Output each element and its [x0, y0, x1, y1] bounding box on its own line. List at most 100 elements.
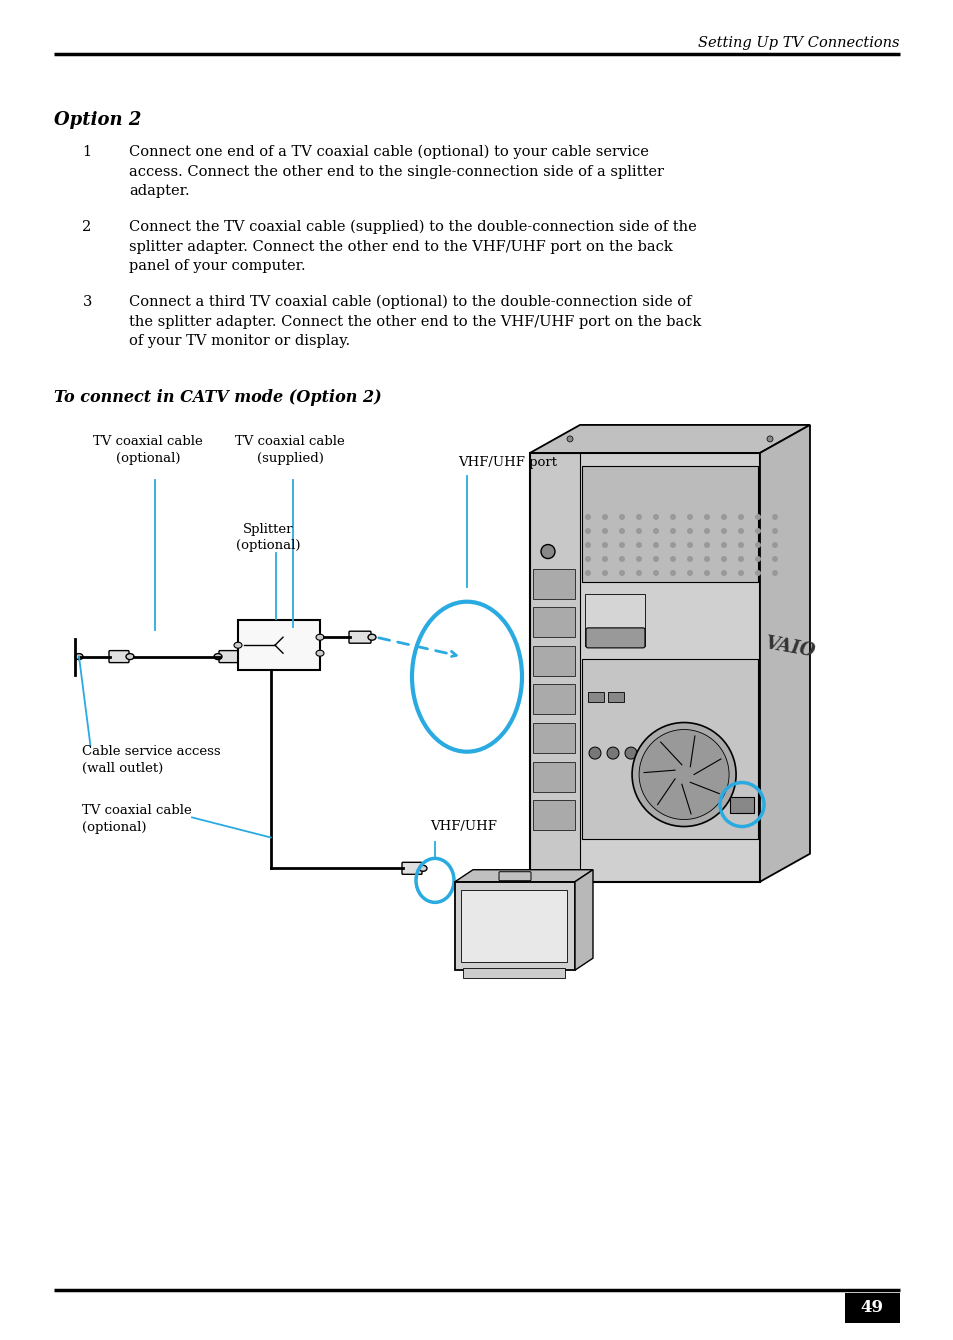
FancyBboxPatch shape [498, 872, 531, 880]
Text: 2: 2 [82, 220, 91, 233]
Circle shape [771, 570, 778, 576]
Text: Option 2: Option 2 [54, 111, 142, 129]
Text: 3: 3 [82, 295, 91, 308]
Circle shape [636, 528, 641, 533]
Text: 49: 49 [860, 1300, 882, 1316]
Circle shape [686, 528, 692, 533]
Circle shape [618, 541, 624, 548]
Ellipse shape [315, 634, 324, 641]
FancyBboxPatch shape [109, 651, 129, 662]
Text: Connect one end of a TV coaxial cable (optional) to your cable service
access. C: Connect one end of a TV coaxial cable (o… [130, 145, 663, 198]
Circle shape [738, 541, 743, 548]
Circle shape [588, 748, 600, 758]
Circle shape [584, 570, 590, 576]
Bar [462, 969, 564, 978]
Circle shape [636, 570, 641, 576]
Ellipse shape [126, 654, 133, 659]
Text: TV coaxial cable
(optional): TV coaxial cable (optional) [82, 804, 192, 833]
Circle shape [754, 515, 760, 520]
Bar [455, 882, 575, 970]
Ellipse shape [213, 654, 222, 659]
Circle shape [606, 748, 618, 758]
Polygon shape [530, 425, 809, 453]
Bar [530, 453, 760, 882]
Circle shape [686, 515, 692, 520]
Circle shape [754, 541, 760, 548]
Bar [533, 607, 575, 638]
Bar [587, 691, 603, 702]
Circle shape [639, 729, 728, 820]
Circle shape [686, 556, 692, 561]
Circle shape [703, 556, 709, 561]
Bar [581, 659, 758, 839]
Circle shape [669, 515, 676, 520]
Circle shape [624, 748, 637, 758]
Bar [533, 724, 575, 753]
FancyBboxPatch shape [401, 863, 421, 874]
Circle shape [584, 541, 590, 548]
Circle shape [601, 570, 607, 576]
Circle shape [754, 570, 760, 576]
Circle shape [618, 556, 624, 561]
Circle shape [720, 528, 726, 533]
Circle shape [636, 541, 641, 548]
FancyBboxPatch shape [219, 651, 239, 662]
Circle shape [771, 556, 778, 561]
Circle shape [754, 528, 760, 533]
Circle shape [738, 528, 743, 533]
Text: TV coaxial cable
(supplied): TV coaxial cable (supplied) [234, 436, 345, 465]
Circle shape [636, 556, 641, 561]
Circle shape [618, 528, 624, 533]
Circle shape [601, 528, 607, 533]
Ellipse shape [368, 634, 375, 641]
Circle shape [738, 570, 743, 576]
Bar [533, 685, 575, 714]
Circle shape [601, 515, 607, 520]
Circle shape [601, 556, 607, 561]
Polygon shape [760, 425, 809, 882]
Circle shape [618, 570, 624, 576]
Circle shape [720, 570, 726, 576]
Ellipse shape [315, 650, 324, 657]
Ellipse shape [233, 642, 242, 649]
Circle shape [652, 515, 659, 520]
Circle shape [652, 541, 659, 548]
Circle shape [720, 556, 726, 561]
Bar [729, 796, 753, 812]
Circle shape [566, 436, 573, 442]
Circle shape [632, 722, 736, 827]
FancyBboxPatch shape [585, 628, 644, 647]
Circle shape [771, 515, 778, 520]
Circle shape [686, 541, 692, 548]
Polygon shape [575, 870, 593, 970]
Circle shape [720, 541, 726, 548]
Circle shape [584, 515, 590, 520]
Circle shape [669, 556, 676, 561]
Bar [607, 691, 623, 702]
Text: VHF/UHF port: VHF/UHF port [457, 456, 557, 469]
Bar [533, 646, 575, 675]
Circle shape [738, 556, 743, 561]
Circle shape [754, 556, 760, 561]
Text: 1: 1 [82, 145, 91, 158]
Ellipse shape [418, 866, 427, 871]
Bar [533, 568, 575, 599]
Bar [843, 1293, 899, 1323]
Ellipse shape [75, 654, 83, 659]
Circle shape [636, 515, 641, 520]
Circle shape [703, 515, 709, 520]
Bar [533, 800, 575, 831]
Circle shape [652, 556, 659, 561]
Circle shape [669, 570, 676, 576]
Circle shape [703, 541, 709, 548]
Text: Splitter
(optional): Splitter (optional) [235, 523, 300, 552]
FancyBboxPatch shape [349, 631, 371, 643]
Circle shape [601, 541, 607, 548]
Circle shape [584, 556, 590, 561]
Text: VHF/UHF: VHF/UHF [430, 820, 497, 833]
Circle shape [720, 515, 726, 520]
Text: Setting Up TV Connections: Setting Up TV Connections [698, 36, 899, 51]
Text: To connect in CATV mode (Option 2): To connect in CATV mode (Option 2) [54, 389, 382, 406]
Circle shape [540, 544, 555, 559]
Bar [460, 890, 566, 962]
